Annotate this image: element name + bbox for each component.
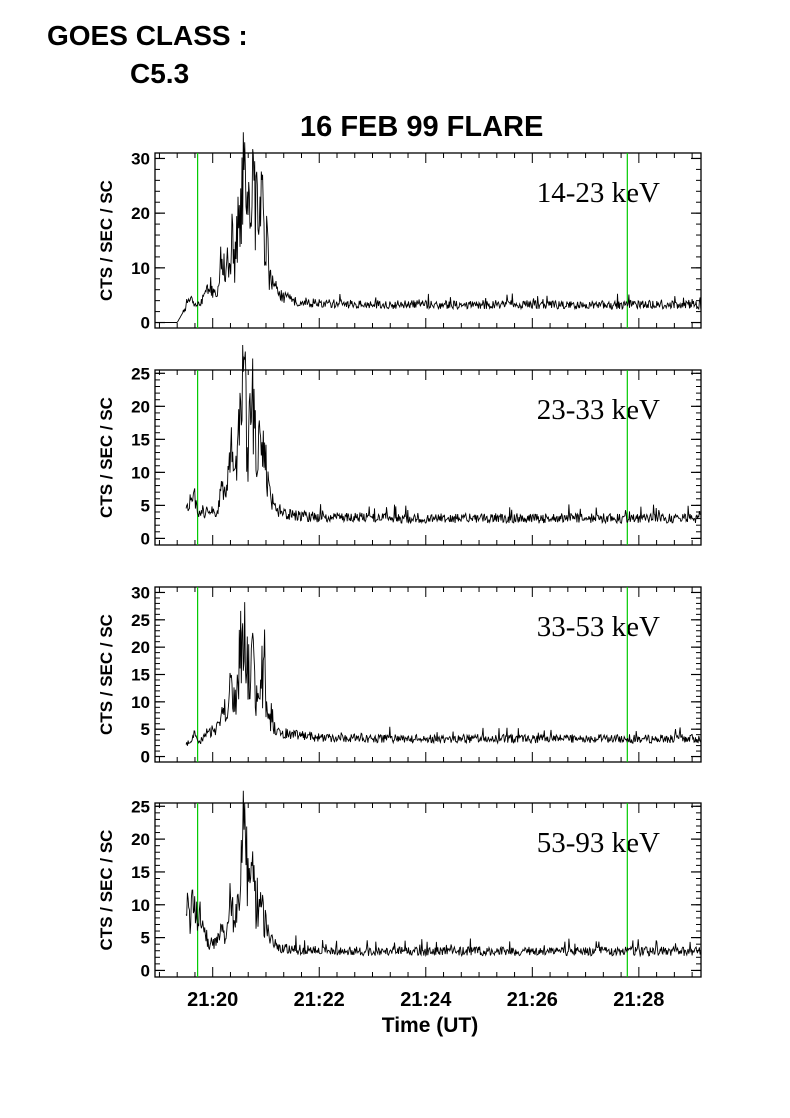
x-tick-label: 21:22 — [294, 989, 345, 1011]
y-tick-label: 25 — [131, 797, 150, 816]
y-tick-label: 20 — [131, 397, 150, 416]
y-tick-label: 5 — [141, 929, 150, 948]
panel-2: 0 5 10 15 20 25 CTS / SEC / SC 23-33 keV — [97, 344, 702, 548]
count-rate-trace — [159, 132, 702, 323]
energy-band-label: 53-93 keV — [537, 827, 660, 859]
y-tick-label: 10 — [131, 896, 150, 915]
count-rate-trace — [185, 790, 702, 958]
y-tick-label: 20 — [131, 830, 150, 849]
panel-3: 0 5 10 15 20 25 30 CTS / SEC / SC 33-53 keV — [97, 583, 702, 767]
count-rate-trace — [185, 344, 701, 525]
y-axis-label: CTS / SEC / SC — [97, 397, 116, 518]
chart-title: 16 FEB 99 FLARE — [300, 111, 544, 143]
y-tick-label: 10 — [131, 693, 150, 712]
y-tick-label: 25 — [131, 364, 150, 383]
y-tick-label: 30 — [131, 149, 150, 168]
y-tick-label: 15 — [131, 666, 150, 685]
y-tick-label: 0 — [141, 314, 150, 333]
goes-class-label: GOES CLASS : — [47, 20, 248, 51]
y-tick-label: 10 — [131, 463, 150, 482]
panel-1: 0 10 20 30 CTS / SEC / SC 14-23 keV — [97, 132, 702, 333]
y-tick-label: 5 — [141, 720, 150, 739]
plot-frame — [154, 152, 702, 329]
y-tick-label: 20 — [131, 638, 150, 657]
energy-band-label: 23-33 keV — [537, 394, 660, 426]
y-tick-label: 0 — [141, 961, 150, 980]
x-tick-label: 21:26 — [507, 989, 558, 1011]
x-axis-label: Time (UT) — [382, 1014, 478, 1037]
y-tick-label: 5 — [141, 496, 150, 515]
energy-band-label: 14-23 keV — [537, 177, 660, 209]
y-axis-label: CTS / SEC / SC — [97, 180, 116, 301]
y-tick-label: 0 — [141, 529, 150, 548]
goes-class-value: C5.3 — [130, 58, 190, 89]
count-rate-trace — [185, 602, 702, 746]
x-tick-label: 21:20 — [187, 989, 238, 1011]
plot-frame — [154, 369, 702, 546]
y-tick-label: 15 — [131, 430, 150, 449]
plot-frame — [154, 802, 702, 978]
y-tick-label: 30 — [131, 583, 150, 602]
y-tick-label: 0 — [141, 748, 150, 767]
y-tick-label: 15 — [131, 863, 150, 882]
y-axis-label: CTS / SEC / SC — [97, 614, 116, 735]
x-tick-label: 21:28 — [613, 989, 664, 1011]
energy-band-label: 33-53 keV — [537, 611, 660, 643]
y-tick-label: 10 — [131, 259, 150, 278]
y-axis-label: CTS / SEC / SC — [97, 830, 116, 951]
y-tick-label: 20 — [131, 204, 150, 223]
x-tick-label: 21:24 — [400, 989, 452, 1011]
y-tick-label: 25 — [131, 611, 150, 630]
panel-4: 0 5 10 15 20 25 CTS / SEC / SC 53-93 keV 21:20 21… — [97, 790, 702, 1037]
